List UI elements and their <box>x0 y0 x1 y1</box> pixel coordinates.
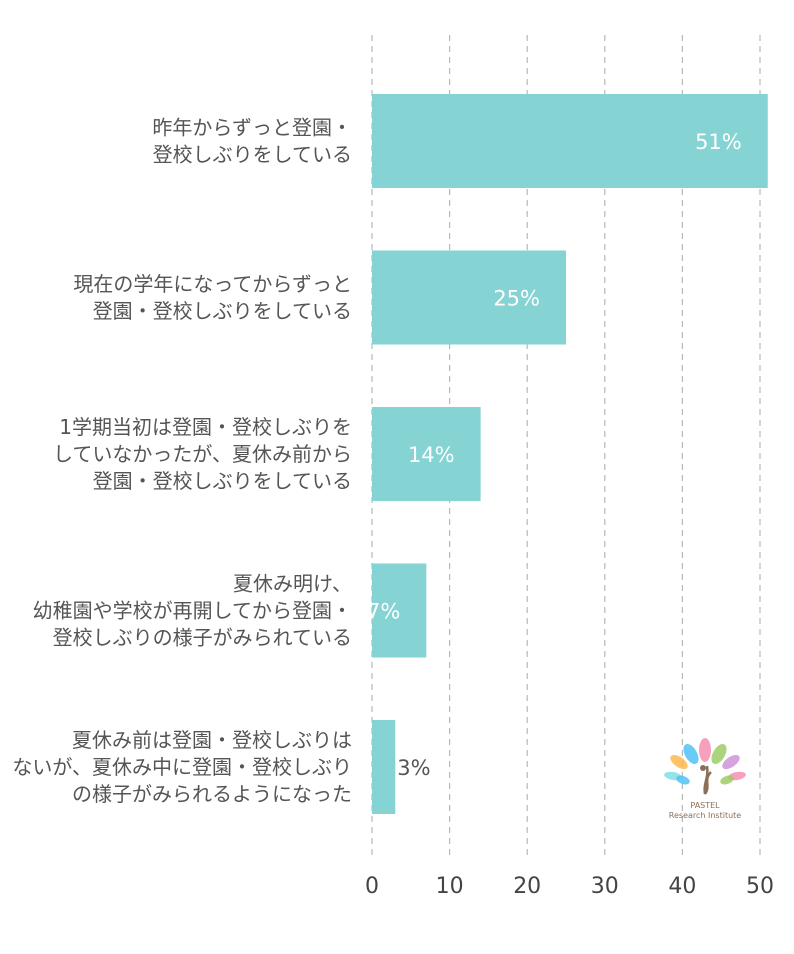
x-tick-label-10: 10 <box>436 874 464 899</box>
data-label-0: 51% <box>695 130 742 154</box>
category-label-0-line-1: 登校しぶりをしている <box>153 143 352 167</box>
bar-0 <box>372 94 768 188</box>
x-axis-tick-labels: 0 10 20 30 40 50 <box>365 874 774 899</box>
category-label-3-line-2: 登校しぶりの様子がみられている <box>53 626 352 650</box>
logo-petal-icon <box>722 754 740 770</box>
category-label-3-line-1: 幼稚園や学校が再開してから登園・ <box>33 599 352 623</box>
logo-petal-icon <box>670 754 688 770</box>
logo-petal-icon <box>683 744 699 764</box>
category-label-4-line-2: の様子がみられるようになった <box>72 782 352 806</box>
data-labels: 51% 25% 14% 7% 3% <box>367 130 742 780</box>
x-tick-label-30: 30 <box>591 874 619 899</box>
category-label-2-line-0: 1学期当初は登園・登校しぶりを <box>59 415 352 439</box>
category-label-1-line-0: 現在の学年になってからずっと <box>73 272 352 296</box>
x-tick-label-50: 50 <box>746 874 774 899</box>
logo-petal-icon <box>711 744 727 764</box>
bar-2 <box>372 407 481 501</box>
logo-petals-icon <box>664 738 746 785</box>
data-label-1: 25% <box>493 287 540 311</box>
logo-text-line1: PASTEL <box>690 801 720 810</box>
x-tick-label-20: 20 <box>513 874 541 899</box>
category-label-3: 夏休み明け、幼稚園や学校が再開してから登園・登校しぶりの様子がみられている <box>33 572 352 650</box>
logo-petal-icon <box>699 738 711 762</box>
bar-4 <box>372 720 396 814</box>
category-label-2-line-1: していなかったが、夏休み前から <box>53 442 352 466</box>
x-tick-label-0: 0 <box>365 874 379 899</box>
bar-1 <box>372 250 566 345</box>
category-label-1-line-1: 登園・登校しぶりをしている <box>93 299 352 323</box>
data-label-3: 7% <box>367 600 400 624</box>
pastel-logo: PASTEL Research Institute <box>664 738 746 820</box>
logo-petal-icon <box>720 775 734 785</box>
bar-3 <box>372 563 427 658</box>
category-labels: 昨年からずっと登園・登校しぶりをしている現在の学年になってからずっと登園・登校し… <box>12 116 352 807</box>
x-tick-label-40: 40 <box>668 874 696 899</box>
category-label-4: 夏休み前は登園・登校しぶりはないが、夏休み中に登園・登校しぶりの様子がみられるよ… <box>12 728 352 806</box>
category-label-4-line-1: ないが、夏休み中に登園・登校しぶり <box>12 755 352 779</box>
logo-petal-icon <box>676 775 690 785</box>
category-label-0-line-0: 昨年からずっと登園・ <box>152 116 352 140</box>
category-label-4-line-0: 夏休み前は登園・登校しぶりは <box>72 728 352 752</box>
logo-head-icon <box>700 765 706 771</box>
category-label-0: 昨年からずっと登園・登校しぶりをしている <box>152 116 352 167</box>
data-label-2: 14% <box>408 443 455 467</box>
category-label-2-line-2: 登園・登校しぶりをしている <box>93 469 352 493</box>
category-label-3-line-0: 夏休み明け、 <box>233 572 352 596</box>
category-label-2: 1学期当初は登園・登校しぶりをしていなかったが、夏休み前から登園・登校しぶりをし… <box>53 415 352 493</box>
bars <box>372 94 768 814</box>
category-label-1: 現在の学年になってからずっと登園・登校しぶりをしている <box>73 272 352 323</box>
logo-trunk-icon <box>703 765 712 795</box>
data-label-4: 3% <box>397 756 430 780</box>
logo-text-line2: Research Institute <box>669 811 742 820</box>
